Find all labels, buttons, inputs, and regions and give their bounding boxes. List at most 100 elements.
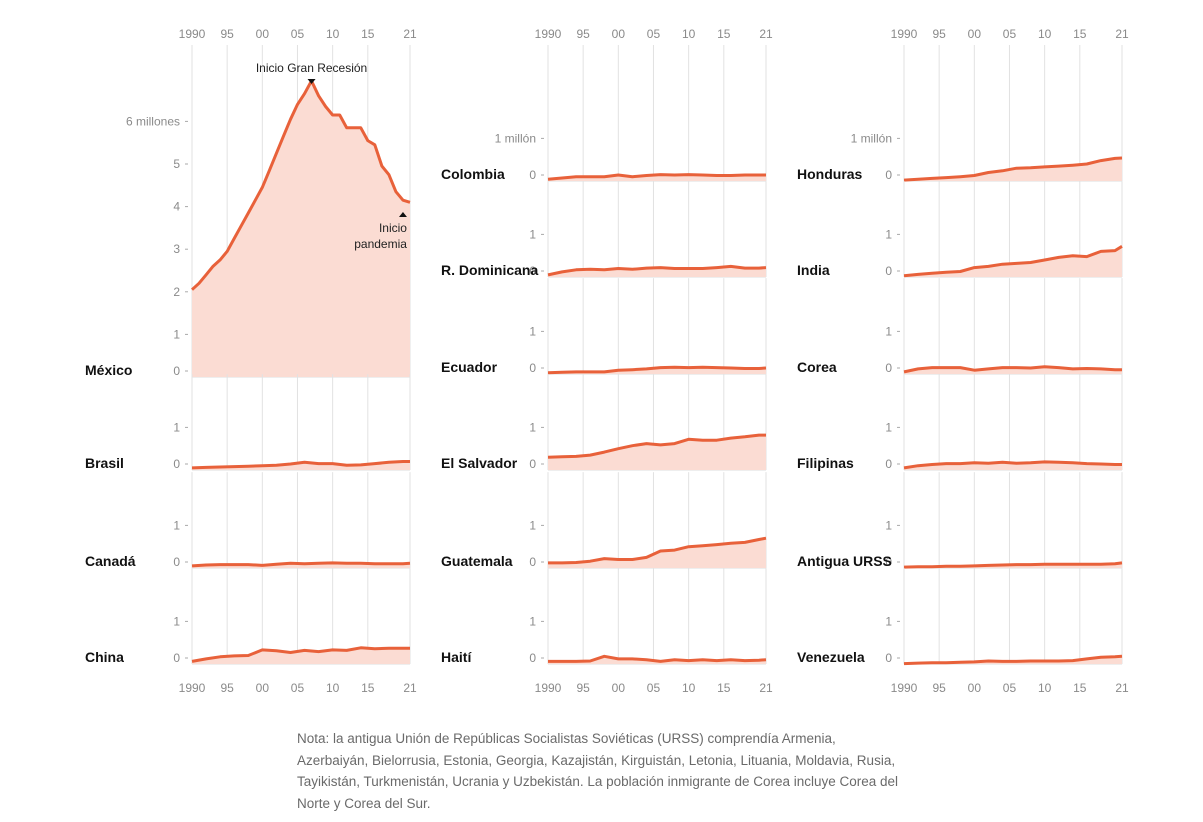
panel-name: Haití — [441, 649, 472, 665]
x-tick-label: 15 — [1073, 681, 1087, 695]
y-tick-label: 1 — [173, 614, 180, 628]
y-tick-label: 1 millón — [851, 131, 892, 145]
x-tick-label: 00 — [968, 681, 982, 695]
y-tick-label: 1 — [173, 420, 180, 434]
x-tick-label: 15 — [361, 681, 375, 695]
y-tick-label: 1 — [529, 227, 536, 241]
line — [547, 365, 767, 375]
y-tick-label: 0 — [529, 457, 536, 471]
x-tick-label: 00 — [612, 681, 626, 695]
x-tick-label: 21 — [403, 681, 417, 695]
line — [547, 433, 766, 459]
y-tick-label: 0 — [885, 555, 892, 569]
x-tick-label: 1990 — [535, 681, 562, 695]
panel-name: El Salvador — [441, 455, 518, 471]
line — [547, 173, 766, 181]
y-tick-label: 4 — [173, 200, 180, 214]
panel-name: Canadá — [85, 553, 136, 569]
y-tick-label: 0 — [529, 361, 536, 375]
x-tick-label: 10 — [326, 681, 340, 695]
x-tick-label: 15 — [717, 27, 731, 41]
panel-name: México — [85, 362, 132, 378]
y-tick-label: 1 — [529, 518, 536, 532]
y-tick-label: 1 — [173, 327, 180, 341]
y-tick-label: 1 — [529, 420, 536, 434]
panel-name: Antigua URSS — [797, 553, 892, 569]
area — [192, 647, 410, 664]
line — [191, 460, 410, 470]
x-tick-label: 95 — [932, 27, 946, 41]
area — [548, 435, 766, 470]
x-tick-label: 21 — [1115, 681, 1129, 695]
line — [190, 79, 411, 291]
panel-name: Filipinas — [797, 455, 854, 471]
line — [547, 264, 767, 277]
x-tick-label: 00 — [612, 27, 626, 41]
area — [904, 246, 1122, 277]
y-tick-label: 0 — [529, 651, 536, 665]
x-tick-label: 95 — [220, 27, 234, 41]
x-tick-label: 05 — [291, 681, 305, 695]
y-tick-label: 0 — [885, 651, 892, 665]
y-tick-label: 6 millones — [126, 114, 180, 128]
annotation: Inicio pandemia — [354, 221, 407, 251]
x-tick-label: 10 — [1038, 681, 1052, 695]
area — [192, 461, 410, 470]
line — [903, 654, 1123, 666]
line — [191, 646, 410, 663]
x-tick-label: 95 — [576, 681, 590, 695]
area — [192, 80, 410, 378]
x-tick-label: 05 — [1003, 681, 1017, 695]
x-tick-label: 10 — [326, 27, 340, 41]
x-tick-label: 00 — [968, 27, 982, 41]
y-tick-label: 1 — [885, 324, 892, 338]
y-tick-label: 1 — [173, 518, 180, 532]
line — [191, 561, 411, 568]
line — [903, 365, 1122, 374]
panel-name: Colombia — [441, 166, 505, 182]
panel-name: India — [797, 262, 830, 278]
panel-name: R. Dominicana — [441, 262, 538, 278]
y-tick-label: 0 — [885, 264, 892, 278]
line — [903, 156, 1123, 182]
x-tick-label: 05 — [1003, 27, 1017, 41]
y-tick-label: 0 — [173, 364, 180, 378]
y-tick-label: 3 — [173, 242, 180, 256]
x-tick-label: 15 — [361, 27, 375, 41]
panel-name: Venezuela — [797, 649, 865, 665]
x-tick-label: 95 — [220, 681, 234, 695]
y-tick-label: 0 — [529, 264, 536, 278]
y-tick-label: 0 — [173, 555, 180, 569]
y-tick-label: 0 — [529, 168, 536, 182]
y-tick-label: 1 millón — [495, 131, 536, 145]
panel-name: Ecuador — [441, 359, 498, 375]
annotation-marker — [398, 212, 407, 217]
line — [903, 460, 1122, 470]
y-tick-label: 0 — [173, 457, 180, 471]
y-tick-label: 0 — [885, 168, 892, 182]
panel-name: Guatemala — [441, 553, 513, 569]
y-tick-label: 0 — [173, 651, 180, 665]
annotation: Inicio Gran Recesión — [256, 61, 367, 75]
y-tick-label: 1 — [885, 518, 892, 532]
x-tick-label: 05 — [647, 27, 661, 41]
x-tick-label: 95 — [932, 681, 946, 695]
line — [903, 561, 1123, 569]
y-tick-label: 1 — [529, 324, 536, 338]
x-tick-label: 21 — [759, 27, 773, 41]
y-tick-label: 0 — [885, 361, 892, 375]
x-tick-label: 00 — [256, 27, 270, 41]
panel-name: Corea — [797, 359, 837, 375]
x-tick-label: 05 — [647, 681, 661, 695]
line — [903, 245, 1123, 278]
x-tick-label: 00 — [256, 681, 270, 695]
annotation-marker — [307, 79, 316, 84]
x-tick-label: 10 — [682, 681, 696, 695]
x-tick-label: 21 — [759, 681, 773, 695]
x-tick-label: 95 — [576, 27, 590, 41]
line — [548, 536, 767, 565]
line — [548, 654, 767, 663]
x-tick-label: 1990 — [179, 681, 206, 695]
